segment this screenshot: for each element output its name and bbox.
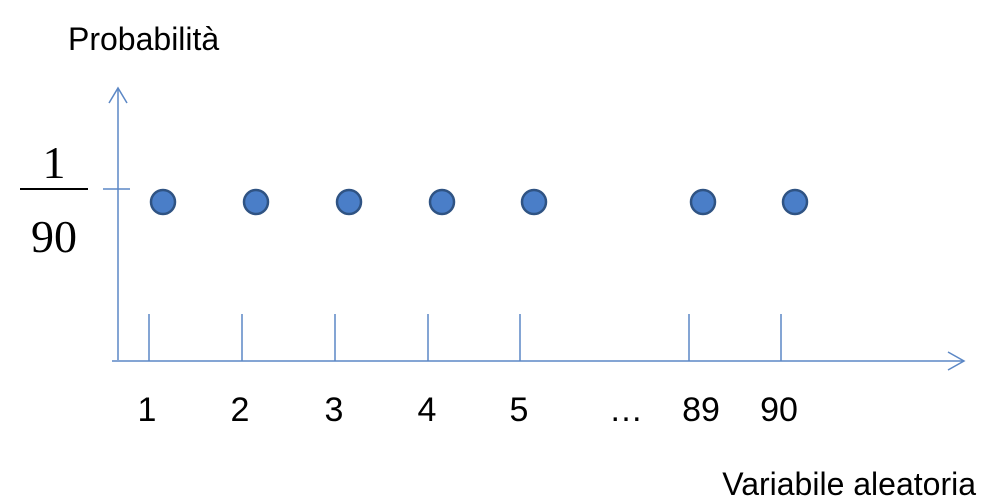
y-axis-arrowhead — [108, 86, 128, 104]
x-axis — [112, 351, 966, 371]
x-tick-labels: 1 2 3 4 5 … 89 90 — [138, 391, 798, 429]
data-point — [781, 188, 809, 216]
data-point — [335, 188, 363, 216]
data-point — [689, 188, 717, 216]
x-tick-label: 3 — [325, 391, 344, 429]
x-axis-title: Variabile aleatoria — [722, 466, 976, 502]
x-tick-label: 2 — [231, 391, 250, 429]
y-axis — [108, 86, 128, 360]
x-tick-label-ellipsis: … — [609, 391, 643, 429]
x-tick-label: 90 — [760, 391, 798, 429]
value-stems — [148, 314, 782, 361]
x-tick-label: 5 — [510, 391, 529, 429]
data-point — [520, 188, 548, 216]
x-tick-label: 1 — [138, 391, 157, 429]
x-axis-arrowhead — [947, 351, 966, 371]
data-point — [428, 188, 456, 216]
data-point — [242, 188, 270, 216]
data-point — [149, 188, 177, 216]
data-points — [149, 188, 809, 216]
y-tick-label-fraction: 1 90 — [20, 137, 88, 262]
x-tick-label: 4 — [418, 391, 437, 429]
y-axis-title: Probabilità — [68, 21, 219, 57]
x-tick-label: 89 — [682, 391, 720, 429]
fraction-denominator: 90 — [31, 211, 77, 262]
fraction-numerator: 1 — [43, 137, 66, 188]
